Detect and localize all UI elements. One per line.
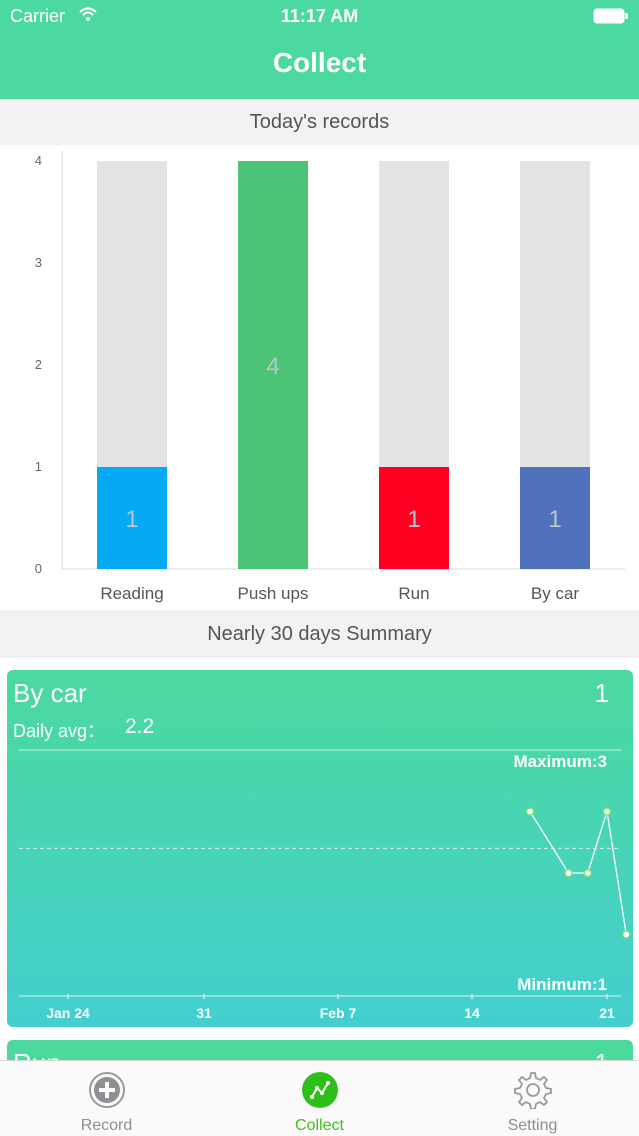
- todays-records-bar-chart: 0 1 2 3 4 1 Reading 4 Push ups 1 Run 1 By car: [35, 151, 625, 603]
- bar-reading: [97, 467, 167, 569]
- tab-setting-label: Setting: [507, 1117, 558, 1134]
- x-tick-label: Jan 24: [46, 1005, 90, 1021]
- page-title: Collect: [272, 47, 367, 78]
- tab-collect-label: Collect: [295, 1117, 344, 1134]
- x-tick-label: 21: [599, 1005, 615, 1021]
- category-label: Reading: [100, 584, 163, 603]
- tab-record-label: Record: [80, 1117, 133, 1134]
- summary-card-by-car[interactable]: Jan 24 31 Feb 7 14 21 By car 1 Daily avg： 2.…: [7, 670, 633, 1027]
- daily-avg-label: Daily avg：: [13, 721, 106, 741]
- y-tick-label: 2: [35, 357, 42, 372]
- tab-collect[interactable]: Collect: [213, 1061, 426, 1136]
- tab-record[interactable]: Record: [0, 1061, 213, 1136]
- summary-line-chart: Jan 24 31 Feb 7 14 21: [19, 749, 631, 1021]
- category-label: Push ups: [238, 584, 309, 603]
- y-tick-label: 4: [35, 153, 42, 168]
- maximum-label: Maximum:3: [513, 752, 607, 771]
- bar-value-label: 4: [266, 353, 279, 380]
- summary-card-title: By car: [13, 678, 87, 708]
- y-tick-label: 0: [35, 561, 42, 576]
- bar-push-ups: [238, 161, 308, 569]
- nav-header: Carrier 11:17 AM Collect: [0, 0, 639, 99]
- series-line: [529, 811, 627, 935]
- tab-bar: Record Collect Setting: [0, 1060, 639, 1136]
- data-point: [525, 807, 535, 816]
- data-point: [564, 868, 573, 878]
- battery-icon: [593, 8, 628, 24]
- x-tick-label: Feb 7: [320, 1005, 357, 1021]
- y-tick-label: 3: [35, 255, 42, 270]
- bar-by-car: [520, 467, 590, 569]
- data-point: [622, 930, 631, 939]
- carrier-label: Carrier: [10, 6, 66, 26]
- bar-value-label: 1: [125, 506, 138, 533]
- data-point: [602, 807, 612, 816]
- tab-setting[interactable]: Setting: [426, 1061, 639, 1136]
- category-label: Run: [398, 584, 429, 603]
- category-label: By car: [531, 584, 580, 603]
- line-chart-icon: [302, 1072, 338, 1108]
- y-tick-label: 1: [35, 459, 42, 474]
- minimum-label: Minimum:1: [517, 975, 607, 994]
- x-tick-label: 14: [464, 1005, 480, 1021]
- plus-circle-icon: [89, 1072, 125, 1108]
- summary-card-count: 1: [594, 678, 609, 708]
- status-time: 11:17 AM: [280, 6, 359, 26]
- todays-records-header: Today's records: [0, 99, 639, 145]
- status-bar: Carrier 11:17 AM: [0, 0, 639, 34]
- daily-avg-value: 2.2: [125, 715, 155, 738]
- bar-value-label: 1: [548, 506, 561, 533]
- data-point: [583, 868, 592, 878]
- x-tick-label: 31: [196, 1005, 212, 1021]
- bar-run: [379, 467, 449, 569]
- gear-icon: [514, 1072, 552, 1109]
- wifi-icon: [79, 7, 97, 21]
- bar-value-label: 1: [407, 506, 420, 533]
- summary-header: Nearly 30 days Summary: [0, 610, 639, 658]
